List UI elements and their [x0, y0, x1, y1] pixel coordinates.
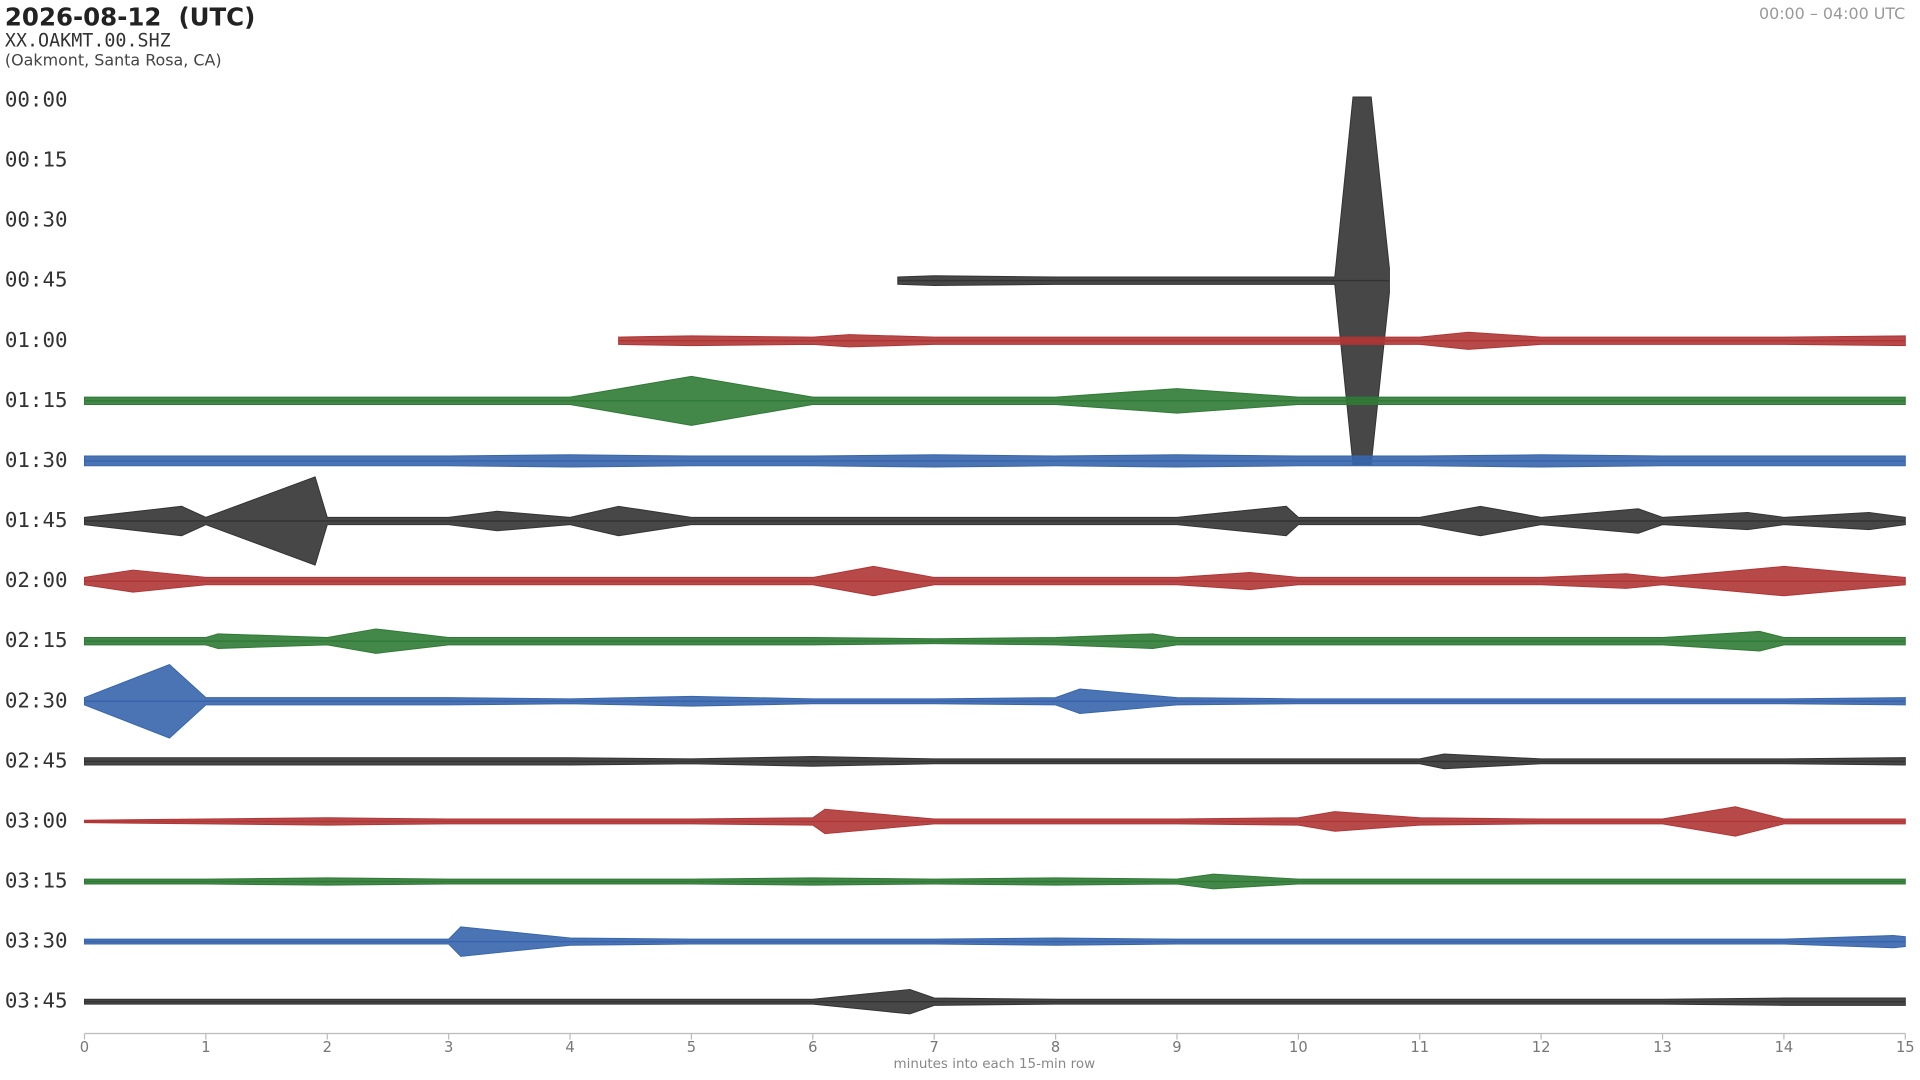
- row-time-label: 01:45: [5, 508, 68, 532]
- time-range: 00:00 – 04:00 UTC: [1759, 4, 1905, 23]
- trace-envelope: [84, 454, 1906, 468]
- trace-envelope: [84, 628, 1906, 654]
- x-tick-label: 0: [80, 1039, 89, 1056]
- x-tick-label: 15: [1896, 1039, 1915, 1056]
- x-axis-label: minutes into each 15-min row: [893, 1057, 1095, 1072]
- x-tick-label: 1: [201, 1039, 210, 1056]
- x-tick-label: 7: [930, 1039, 939, 1056]
- x-tick-label: 10: [1289, 1039, 1308, 1056]
- station-location: (Oakmont, Santa Rosa, CA): [5, 51, 222, 70]
- x-tick-label: 11: [1410, 1039, 1429, 1056]
- row-time-label: 03:00: [5, 808, 68, 832]
- row-time-label: 02:15: [5, 628, 68, 652]
- trace-envelope: [84, 753, 1906, 770]
- row-time-label: 01:00: [5, 328, 68, 352]
- chart-title: 2026-08-12 (UTC): [5, 2, 255, 31]
- trace-envelope: [84, 926, 1906, 957]
- trace-envelope: [84, 476, 1906, 566]
- row-time-label: 03:45: [5, 989, 68, 1013]
- x-tick-label: 12: [1532, 1039, 1551, 1056]
- row-time-label: 02:45: [5, 748, 68, 772]
- row-time-label: 01:15: [5, 388, 68, 412]
- row-time-label: 03:15: [5, 869, 68, 893]
- x-tick-label: 9: [1172, 1039, 1181, 1056]
- x-tick-label: 13: [1653, 1039, 1672, 1056]
- row-time-label: 00:00: [5, 87, 68, 111]
- x-tick-label: 14: [1775, 1039, 1794, 1056]
- x-tick-label: 4: [565, 1039, 574, 1056]
- row-time-label: 00:30: [5, 208, 68, 232]
- trace-envelope: [84, 375, 1906, 426]
- x-tick-label: 3: [444, 1039, 453, 1056]
- trace-envelope: [84, 873, 1906, 890]
- station-code: XX.OAKMT.00.SHZ: [5, 31, 171, 52]
- row-time-label: 03:30: [5, 929, 68, 953]
- trace-envelope: [897, 96, 1390, 465]
- trace-envelope: [84, 806, 1906, 837]
- trace-envelope: [84, 663, 1906, 739]
- x-tick-label: 8: [1051, 1039, 1060, 1056]
- row-time-label: 01:30: [5, 448, 68, 472]
- row-time-label: 00:15: [5, 147, 68, 171]
- row-time-label: 02:00: [5, 568, 68, 592]
- trace-envelope: [618, 331, 1906, 350]
- trace-envelope: [84, 565, 1906, 597]
- row-time-label: 02:30: [5, 688, 68, 712]
- row-time-label: 00:45: [5, 268, 68, 292]
- x-tick-label: 2: [323, 1039, 332, 1056]
- x-tick-label: 5: [687, 1039, 696, 1056]
- x-tick-label: 6: [808, 1039, 817, 1056]
- trace-envelope: [84, 988, 1906, 1015]
